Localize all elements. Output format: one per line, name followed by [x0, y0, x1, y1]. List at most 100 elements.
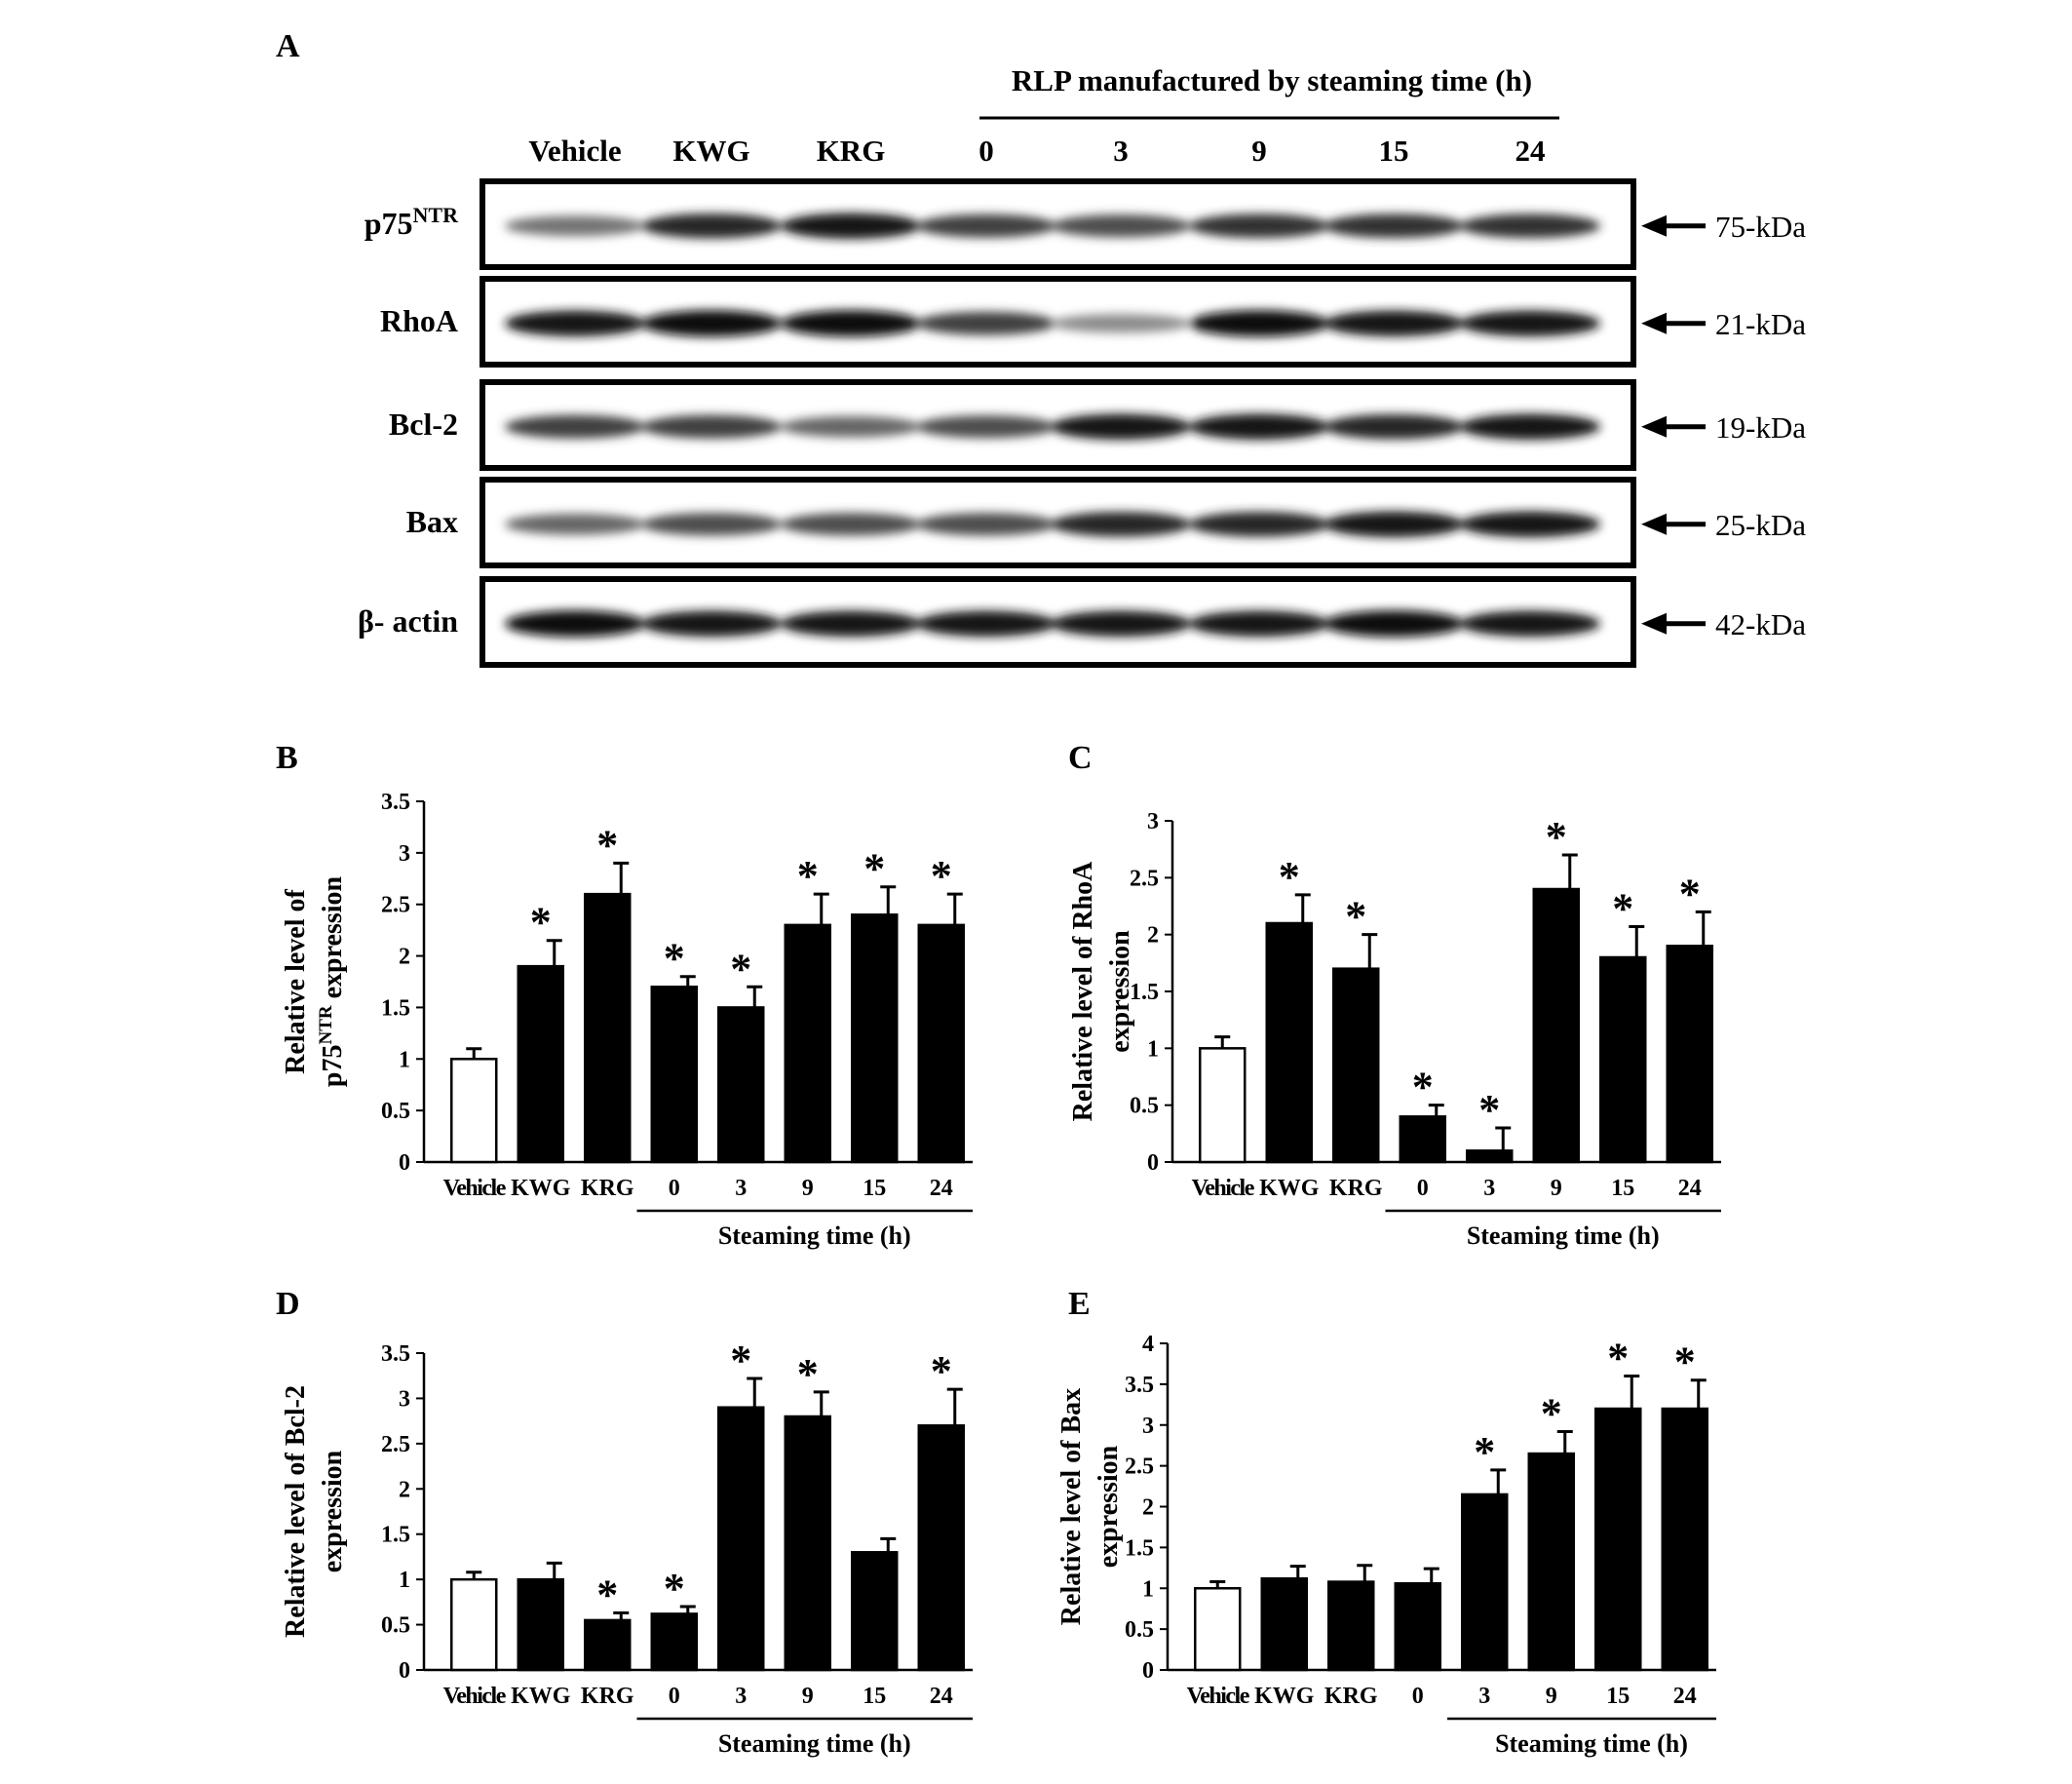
y-tick-label: 1 [1142, 1576, 1154, 1602]
y-axis-label-line2: expression [1094, 1445, 1124, 1568]
x-tick-label: 24 [1678, 1176, 1702, 1201]
blot-band [781, 513, 921, 536]
x-tick-label: 3 [1478, 1684, 1490, 1709]
y-tick-label: 1 [1147, 1036, 1159, 1062]
significance-mark: * [1674, 1338, 1696, 1386]
blot-band [916, 610, 1056, 637]
x-tick-label: 24 [930, 1684, 953, 1709]
y-axis-label-sup: NTR [316, 1005, 336, 1044]
panel-letter-a: A [276, 28, 300, 64]
y-axis-label-line1: Relative level of Bax [1056, 1388, 1087, 1625]
marker-arrow-head [1641, 415, 1667, 438]
y-tick-label: 2 [1147, 923, 1159, 949]
x-tick-label: KRG [581, 1684, 634, 1709]
blot-band [1324, 213, 1464, 239]
bar [650, 986, 698, 1164]
marker-arrow-head [1641, 214, 1667, 237]
y-tick-label: 1.5 [381, 995, 410, 1021]
y-axis-label-line2: expression [318, 1450, 348, 1572]
blot-bands [505, 413, 1600, 440]
blot-band [1460, 310, 1600, 336]
significance-mark: * [1412, 1064, 1434, 1111]
y-axis-label-main: expression [1105, 930, 1135, 1053]
blot-band [916, 213, 1056, 238]
bar [1194, 1587, 1242, 1672]
bar [717, 1006, 765, 1164]
x-tick-label: Vehicle [443, 1176, 507, 1201]
lane-label: 15 [1379, 134, 1409, 168]
marker-arrow-head [1641, 513, 1667, 535]
group-label: Steaming time (h) [718, 1222, 911, 1250]
x-tick-label: 3 [735, 1684, 747, 1709]
marker-arrow-head [1641, 312, 1667, 334]
y-tick-label: 0 [1142, 1658, 1154, 1684]
blot-band [641, 513, 782, 536]
blot-bands [505, 610, 1600, 638]
y-tick-label: 1 [399, 1568, 410, 1593]
panel-letter: C [1068, 740, 1093, 776]
bar [1661, 1407, 1708, 1672]
blot-group-title: RLP manufactured by steaming time (h) [1012, 63, 1532, 97]
blot-band [1189, 213, 1329, 239]
lane-label: 3 [1113, 134, 1129, 168]
significance-mark: * [664, 1565, 685, 1612]
x-tick-label: 15 [1606, 1684, 1630, 1709]
x-tick-label: 9 [1551, 1176, 1562, 1201]
blot-bands [505, 213, 1600, 239]
bar [784, 1415, 831, 1672]
y-axis-label-line2: p75NTR expression [316, 875, 348, 1087]
significance-mark: * [931, 852, 952, 900]
y-tick-label: 0.5 [1125, 1617, 1154, 1643]
lane-label: 24 [1516, 134, 1546, 168]
bar [1260, 1576, 1308, 1672]
y-tick-label: 1 [399, 1047, 410, 1072]
blot-label: β- actin [358, 603, 458, 639]
chart-panel-b: B 0 0.5 1 1.5 2 2.5 3 3.5 Vehicle * KWG * KRG * 0 * 3 * 9 * 1… [276, 740, 973, 1250]
y-tick-label: 0.5 [1130, 1094, 1159, 1119]
y-tick-label: 3.5 [381, 1341, 410, 1367]
blot-label-main: Bax [406, 504, 458, 539]
bar [450, 1577, 498, 1672]
blot-band [781, 213, 921, 239]
panel-letter: E [1068, 1286, 1091, 1322]
y-axis-label-line1: Relative level of [281, 888, 311, 1073]
x-tick-label: 9 [802, 1684, 814, 1709]
lane-label: KRG [817, 134, 886, 168]
bar [517, 1577, 564, 1672]
blot-band [1324, 610, 1464, 638]
significance-mark: * [797, 852, 819, 900]
x-tick-label: 9 [802, 1176, 814, 1201]
marker-label: 21-kDa [1715, 307, 1806, 341]
marker-label: 19-kDa [1715, 410, 1806, 445]
bar [1199, 1047, 1247, 1164]
blot-band [1460, 413, 1600, 440]
blot-band [641, 414, 782, 439]
y-tick-label: 0 [1147, 1150, 1159, 1176]
y-tick-label: 2 [399, 1477, 410, 1502]
bar [1461, 1493, 1509, 1672]
blot-label-main: p75 [365, 206, 413, 241]
significance-mark: * [596, 1571, 618, 1619]
blot-band [1324, 413, 1464, 440]
y-axis-label-line1: Relative level of Bcl-2 [281, 1385, 311, 1638]
panel-letter: D [276, 1286, 300, 1322]
blot-band [1051, 214, 1191, 238]
bar [584, 892, 632, 1164]
blot-band [781, 610, 921, 637]
bar [917, 1424, 965, 1672]
x-tick-label: 3 [735, 1176, 747, 1201]
blot-band [1324, 310, 1464, 336]
bar [1532, 887, 1580, 1164]
blot-band [505, 215, 645, 237]
group-label: Steaming time (h) [718, 1729, 911, 1758]
blot-band [505, 610, 645, 638]
y-tick-label: 0 [399, 1658, 410, 1684]
x-tick-label: KRG [1329, 1176, 1383, 1201]
bar [917, 923, 965, 1164]
blot-band [1324, 511, 1464, 537]
y-tick-label: 2 [399, 945, 410, 970]
significance-mark: * [530, 899, 552, 947]
y-tick-label: 3 [1142, 1414, 1154, 1439]
blot-row: β- actin 42-kDa [358, 576, 1806, 668]
group-label: Steaming time (h) [1467, 1222, 1660, 1250]
